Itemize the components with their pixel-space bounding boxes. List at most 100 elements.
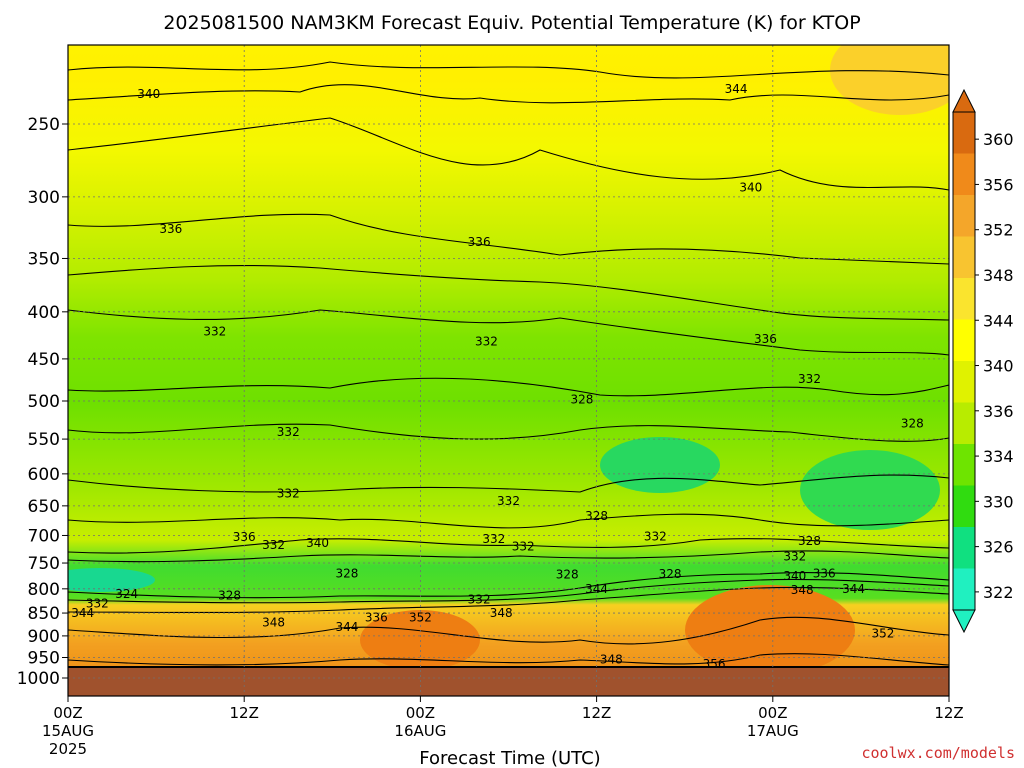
contour-label: 352	[409, 611, 432, 625]
contour-label: 328	[901, 417, 924, 431]
contour-label: 332	[798, 372, 821, 386]
colorbar-border	[952, 111, 976, 611]
y-tick-label: 550	[28, 430, 60, 450]
colorbar-segment	[953, 112, 975, 154]
grid-lines	[68, 45, 949, 696]
colorbar-label: 336	[983, 402, 1014, 421]
contour-label: 352	[871, 627, 894, 641]
colorbar-segment	[953, 153, 975, 196]
y-tick-label: 600	[28, 465, 60, 485]
y-tick-label: 650	[28, 497, 60, 517]
x-tick-label: 2025	[49, 740, 87, 758]
y-tick-label: 450	[28, 350, 60, 370]
contour-label: 332	[262, 538, 285, 552]
colorbar-label: 344	[983, 311, 1014, 330]
colorbar-label: 330	[983, 492, 1014, 511]
contour-label: 332	[86, 597, 109, 611]
contour-label: 356	[703, 657, 726, 671]
contour-label: 336	[233, 530, 256, 544]
colorbar-label: 352	[983, 221, 1014, 240]
contour-label: 344	[336, 620, 359, 634]
contour-label: 336	[754, 332, 777, 346]
contour-label: 340	[783, 569, 806, 583]
surface-line	[68, 666, 949, 668]
contour-label: 332	[468, 593, 491, 607]
colorbar-segment	[953, 568, 975, 611]
contour-label: 336	[468, 235, 491, 249]
contour-label: 332	[277, 425, 300, 439]
contour-label: 332	[475, 335, 498, 349]
x-tick-label: 16AUG	[394, 722, 446, 740]
y-tick-label: 800	[28, 580, 60, 600]
colorbar-label: 360	[983, 130, 1014, 149]
contour-label: 348	[600, 653, 623, 667]
plot-border	[67, 44, 950, 697]
contour-label: 344	[585, 582, 608, 596]
colorbar-segment	[953, 527, 975, 569]
contour-label: 328	[659, 567, 682, 581]
colorbar-segment	[953, 485, 975, 528]
contour-label: 332	[644, 530, 667, 544]
contour-label: 344	[71, 606, 94, 620]
colorbar-segment	[953, 402, 975, 445]
y-tick-label: 900	[28, 627, 60, 647]
contour-label: 328	[798, 534, 821, 548]
dry-layer-west	[68, 568, 155, 592]
colorbar-top-arrow	[952, 88, 976, 113]
colorbar-segment	[953, 195, 975, 237]
colorbar-segment	[953, 444, 975, 486]
contour-label: 332	[497, 494, 520, 508]
y-tick-label: 700	[28, 526, 60, 546]
contour-label: 328	[585, 509, 608, 523]
x-axis-title: Forecast Time (UTC)	[419, 748, 600, 768]
colorbar-label: 326	[983, 538, 1014, 557]
y-tick-label: 300	[28, 188, 60, 208]
contour-label: 336	[365, 611, 388, 625]
colorbar-bottom-arrow	[952, 609, 976, 634]
credit-text[interactable]: coolwx.com/models	[861, 744, 1015, 762]
x-tick-label: 12Z	[934, 704, 963, 722]
colorbar-segment	[953, 319, 975, 362]
chart-title: 2025081500 NAM3KM Forecast Equiv. Potent…	[163, 12, 860, 34]
contour-lines	[68, 61, 949, 666]
contour-label: 324	[115, 587, 138, 601]
y-tick-label: 500	[28, 392, 60, 412]
x-tick-label: 12Z	[582, 704, 611, 722]
x-tick-label: 12Z	[230, 704, 259, 722]
colorbar-label: 340	[983, 357, 1014, 376]
colorbar-segment	[953, 236, 975, 279]
y-tick-label: 750	[28, 554, 60, 574]
contour-label: 340	[739, 180, 762, 194]
colorbar-label: 348	[983, 266, 1014, 285]
y-tick-label: 400	[28, 303, 60, 323]
surface-below-ground	[68, 668, 949, 696]
colorbar-segment	[953, 361, 975, 403]
plot-area	[68, 45, 949, 696]
contour-label: 328	[556, 568, 579, 582]
y-tick-label: 250	[28, 115, 60, 135]
contour-label: 332	[783, 550, 806, 564]
warm-upper-region	[830, 45, 949, 115]
x-tick-label: 00Z	[406, 704, 435, 722]
contour-label: 340	[306, 536, 329, 550]
contour-label: 336	[813, 567, 836, 581]
x-tick-label: 00Z	[758, 704, 787, 722]
warm-boundary-layer-east	[685, 585, 855, 675]
y-tick-label: 850	[28, 604, 60, 624]
contour-label: 332	[203, 324, 226, 338]
colorbar-label: 334	[983, 447, 1014, 466]
contour-label: 344	[842, 582, 865, 596]
x-tick-label: 00Z	[53, 704, 82, 722]
contour-label: 332	[482, 532, 505, 546]
contour-label: 348	[791, 583, 814, 597]
y-axis: 250 300 350 400 450 500 550 600 650 700 750 800 850 9…	[17, 115, 68, 689]
y-tick-label: 1000	[17, 669, 60, 689]
dry-mid-region	[600, 437, 720, 493]
colorbar: 360 356 352 348 344 340 336 334 330 326 322	[952, 88, 1014, 634]
contour-label: 328	[218, 588, 241, 602]
contour-label: 348	[262, 615, 285, 629]
colorbar-segment	[953, 278, 975, 320]
